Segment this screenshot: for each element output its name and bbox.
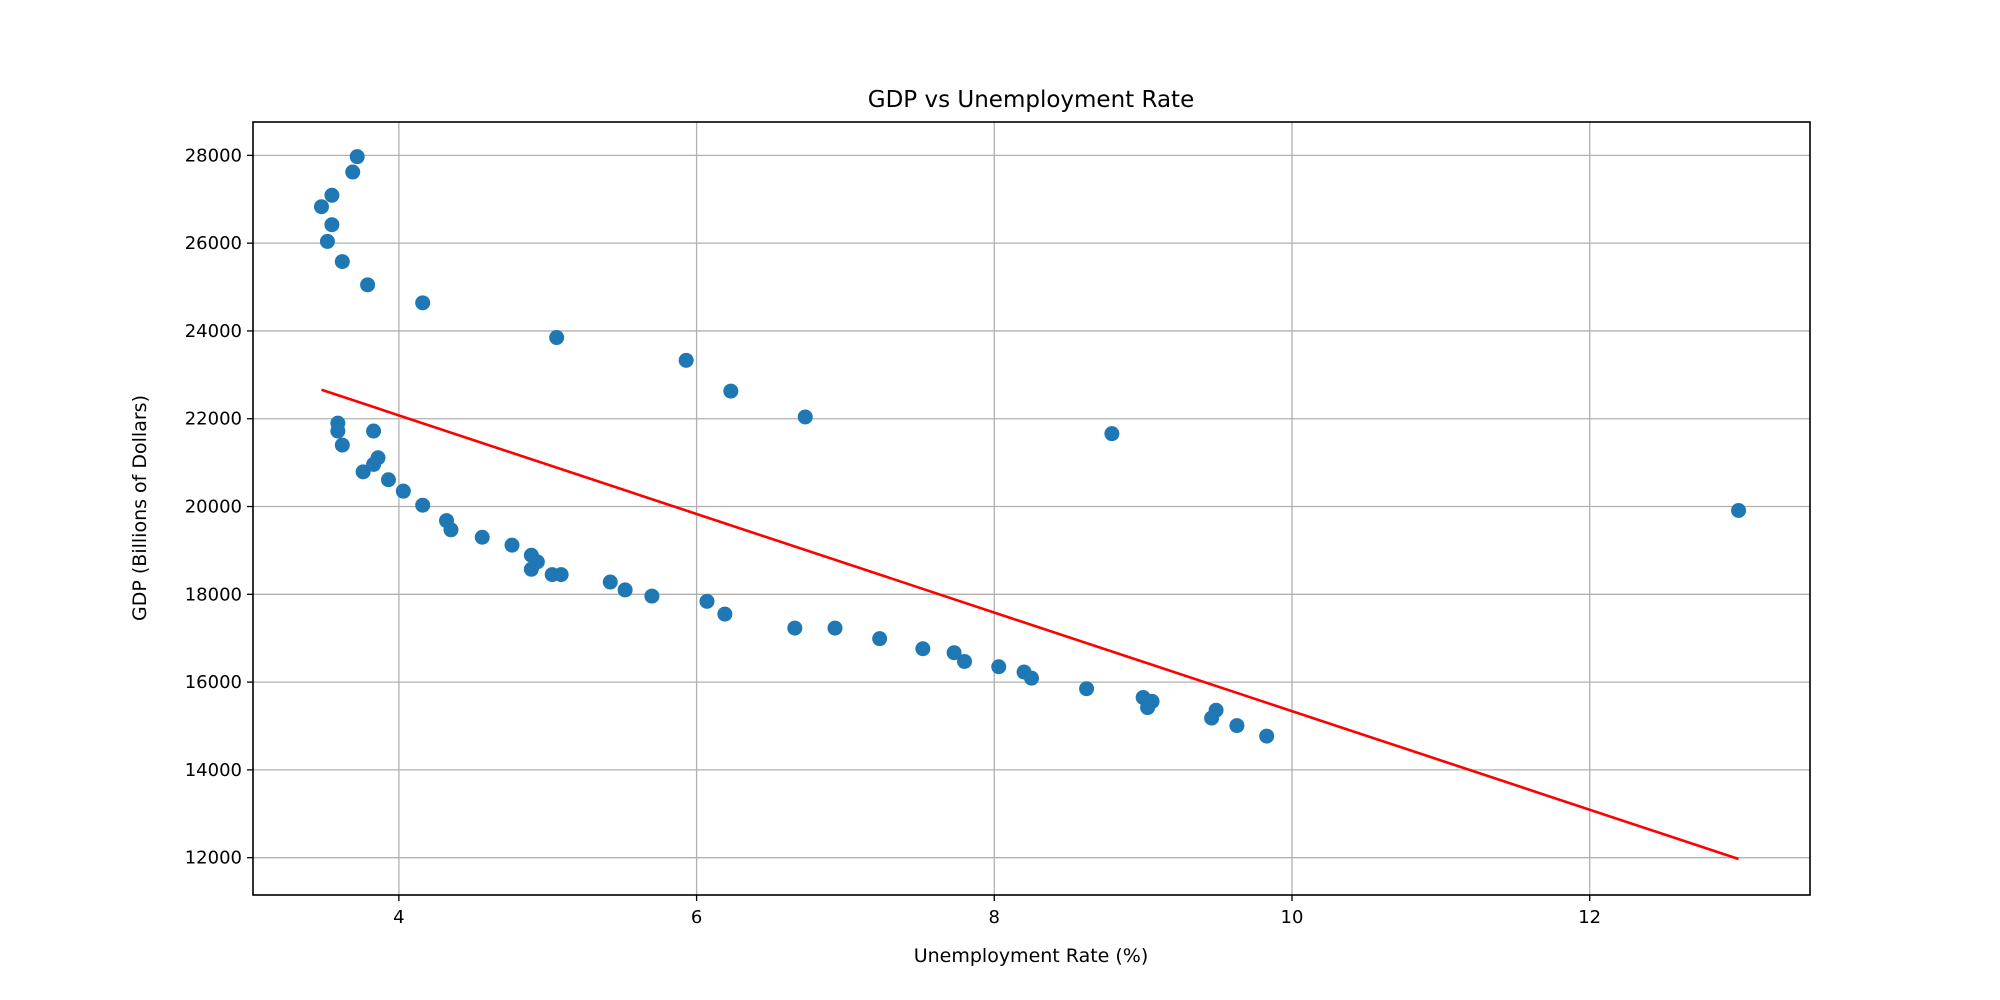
data-point: [355, 464, 371, 480]
x-tick-label: 12: [1578, 907, 1601, 928]
data-point: [1731, 502, 1747, 518]
data-point: [504, 537, 520, 553]
data-point: [334, 437, 350, 453]
data-point: [872, 631, 888, 647]
data-point: [1259, 728, 1275, 744]
data-point: [345, 164, 361, 180]
data-point: [319, 233, 335, 249]
data-point: [415, 497, 431, 513]
data-point: [1079, 681, 1095, 697]
x-axis-label: Unemployment Rate (%): [914, 945, 1149, 967]
data-point: [366, 423, 382, 439]
data-point: [474, 529, 490, 545]
y-axis-label: GDP (Billions of Dollars): [129, 395, 151, 621]
data-point: [370, 450, 386, 466]
y-tick-label: 28000: [185, 145, 242, 166]
x-tick-label: 4: [393, 907, 404, 928]
data-point: [602, 574, 618, 590]
chart-title: GDP vs Unemployment Rate: [868, 87, 1194, 113]
data-point: [349, 149, 365, 165]
data-point: [334, 254, 350, 270]
data-point: [395, 483, 411, 499]
data-point: [324, 187, 340, 203]
y-tick-label: 22000: [185, 409, 242, 430]
data-point: [1024, 670, 1039, 686]
data-point: [380, 472, 396, 488]
data-point: [1140, 700, 1156, 716]
data-point: [1104, 426, 1120, 442]
data-point: [415, 295, 431, 311]
marks: [313, 149, 1747, 861]
data-point: [699, 593, 715, 609]
data-point: [946, 645, 962, 661]
y-tick-label: 20000: [185, 497, 242, 518]
data-point: [1229, 718, 1245, 734]
data-point: [957, 653, 973, 669]
data-point: [617, 582, 633, 598]
y-tick-label: 18000: [185, 584, 242, 605]
data-point: [443, 522, 459, 538]
regression-line: [321, 388, 1739, 861]
data-point: [644, 588, 660, 604]
data-point: [717, 606, 733, 622]
y-tick-label: 12000: [185, 848, 242, 869]
data-point: [991, 659, 1007, 675]
data-point: [827, 620, 843, 636]
x-tick-label: 10: [1281, 907, 1304, 928]
data-point: [523, 561, 539, 577]
data-point: [678, 352, 694, 368]
y-tick-label: 24000: [185, 321, 242, 342]
data-point: [324, 217, 340, 233]
data-point: [787, 620, 803, 636]
y-tick-label: 16000: [185, 672, 242, 693]
plot-frame: [252, 121, 1811, 896]
data-point: [330, 423, 346, 439]
data-point: [723, 383, 739, 399]
data-point: [797, 409, 813, 425]
y-tick-label: 14000: [185, 760, 242, 781]
x-tick-label: 6: [691, 907, 702, 928]
data-point: [549, 330, 565, 346]
ticks: 4 6 8 10 12 12000 14000 16000 18000 20000 22000 240…: [185, 145, 1601, 928]
data-point: [1204, 710, 1220, 726]
grid: [253, 122, 1810, 895]
data-point: [313, 199, 329, 215]
y-tick-label: 26000: [185, 233, 242, 254]
data-point: [360, 277, 376, 293]
data-point: [553, 567, 569, 583]
x-tick-label: 8: [989, 907, 1000, 928]
data-point: [915, 641, 931, 657]
